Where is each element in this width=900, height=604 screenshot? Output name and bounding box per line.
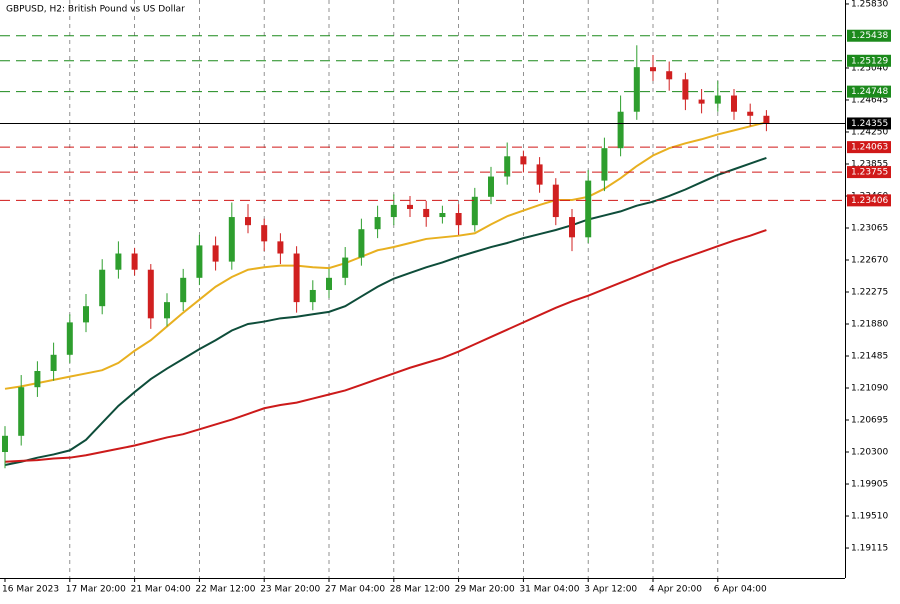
y-tick-label: 1.22670 [851,255,888,265]
candle-body [698,99,705,104]
candle-body [50,354,57,371]
candle-body [569,217,575,238]
candle-body [326,277,332,290]
candle-body [601,148,608,181]
candle-body [374,217,381,230]
candle-body [439,213,446,218]
y-tick-label: 1.25040 [851,63,888,73]
price-level-label: 1.25438 [851,31,888,41]
candle-body [714,95,721,104]
y-tick-label: 1.19115 [851,544,888,554]
price-level-box [847,194,891,207]
price-level-label: 1.24748 [851,87,888,97]
candle-body [358,229,365,258]
price-level-box [847,166,891,179]
candle-body [488,176,494,197]
candle-body [115,253,122,270]
y-tick-label: 1.22275 [851,287,888,297]
candle-body [731,95,737,112]
candle-body [293,253,300,303]
y-tick-label: 1.21485 [851,352,888,362]
price-level-box [847,141,891,154]
x-tick-label: 23 Mar 20:00 [260,585,320,595]
price-level-box [847,117,891,130]
candle-body [390,204,397,218]
candle-body [585,180,592,238]
candle-body [504,156,511,177]
candle-body [180,277,187,303]
candle-body [682,79,689,100]
x-tick-label: 29 Mar 20:00 [455,585,515,595]
x-tick-label: 3 Apr 12:00 [584,585,637,595]
candle-body [520,156,527,165]
candle-body [650,67,656,72]
price-level-label: 1.25129 [851,56,888,66]
candle-body [18,387,25,436]
candle-body [131,253,138,270]
candle-body [471,196,478,226]
x-tick-label: 4 Apr 20:00 [649,585,702,595]
x-tick-label: 22 Mar 12:00 [195,585,255,595]
price-level-box [847,85,891,98]
x-tick-label: 31 Mar 04:00 [519,585,579,595]
candle-body [747,111,754,116]
candle-body [552,184,559,218]
price-level-box [847,29,891,42]
candle-body [309,289,316,303]
y-tick-label: 1.19510 [851,512,888,522]
x-tick-label: 28 Mar 12:00 [390,585,450,595]
candle-body [407,204,413,209]
y-tick-label: 1.20300 [851,448,888,458]
candle-body [147,269,154,319]
candle-body [228,217,235,262]
candle-body [34,370,41,388]
y-tick-label: 1.21090 [851,384,888,394]
y-tick-label: 1.23855 [851,159,888,169]
moving-average [4,229,767,463]
candle-body [633,67,640,112]
candle-body [342,257,349,278]
price-level-label: 1.23755 [851,168,888,178]
candle-body [212,245,219,262]
candle-body [536,164,543,185]
x-tick-label: 21 Mar 04:00 [131,585,191,595]
candle-body [261,225,268,242]
y-tick-label: 1.24250 [851,127,888,137]
y-tick-label: 1.25830 [851,0,888,9]
x-tick-label: 27 Mar 04:00 [325,585,385,595]
candle-body [763,115,770,124]
moving-average [4,121,767,390]
y-tick-label: 1.23065 [851,223,888,233]
price-level-label: 1.23406 [851,196,888,206]
candle-body [164,302,170,319]
price-level-label: 1.24355 [851,119,888,129]
x-tick-label: 6 Apr 04:00 [714,585,767,595]
candle-body [666,71,673,80]
y-tick-label: 1.21880 [851,320,888,330]
moving-average [4,156,767,466]
candle-body [83,306,89,323]
price-level-label: 1.24063 [851,143,888,153]
candle-body [455,213,462,226]
x-tick-label: 16 Mar 2023 [2,585,59,595]
price-level-box [847,54,891,67]
candle-body [423,208,430,218]
candle-body [99,269,106,307]
candle-body [2,435,8,453]
candle-body [196,245,203,278]
candle-body [617,111,624,149]
x-tick-label: 17 Mar 20:00 [66,585,126,595]
candle-body [277,241,284,254]
y-tick-label: 1.24645 [851,95,888,105]
y-tick-label: 1.19905 [851,480,888,490]
candle-body [66,322,73,355]
candle-body [245,217,251,226]
y-tick-label: 1.20695 [851,416,888,426]
chart-title: GBPUSD, H2: British Pound vs US Dollar [6,5,185,15]
